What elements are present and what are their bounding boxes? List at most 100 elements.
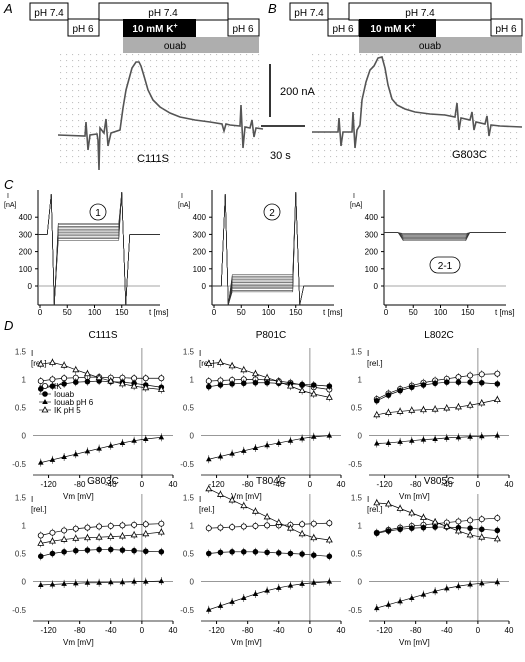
data-point xyxy=(61,549,67,555)
data-point xyxy=(467,517,474,524)
data-point xyxy=(37,459,44,465)
data-point xyxy=(420,382,427,388)
legend-label: IK pH 5 xyxy=(54,406,81,415)
ouab-label: ouab xyxy=(164,41,187,52)
trace-background xyxy=(312,52,522,167)
y-axis-label: I xyxy=(7,193,9,200)
legend-label: Iouab pH 6 xyxy=(54,398,94,407)
x-tick-label: -120 xyxy=(41,626,58,635)
x-axis-label: t [ms] xyxy=(149,308,169,317)
data-point xyxy=(142,529,150,537)
data-point xyxy=(443,585,450,591)
x-axis-label: Vm [mV] xyxy=(63,492,94,501)
trace-a: C111S xyxy=(57,52,264,171)
x-tick-label: -40 xyxy=(441,626,453,635)
data-point xyxy=(252,379,259,386)
series-ik xyxy=(205,519,333,533)
data-point xyxy=(142,548,149,555)
k-label: 10 mM K+ xyxy=(132,23,177,35)
data-point xyxy=(49,581,56,587)
ph74-label: pH 7.4 xyxy=(294,8,324,19)
data-point xyxy=(408,525,415,531)
y-tick-label: 200 xyxy=(19,248,33,257)
ph74-wide-label: pH 7.4 xyxy=(148,8,178,19)
data-point xyxy=(467,581,473,587)
panel-letter-a: A xyxy=(3,1,13,16)
y-axis-label: I xyxy=(199,495,201,504)
data-point xyxy=(252,591,259,596)
iv-plot-g803c: G803C I[rel.] 1.5 1 0.5 0 -0.5 -120 -80 -40 0 40 Vm … xyxy=(12,476,178,647)
series-ik xyxy=(37,519,165,540)
y-axis-label: I xyxy=(181,193,183,200)
y-tick-label: 1 xyxy=(22,375,27,384)
x-tick-label: -120 xyxy=(377,480,394,489)
data-point xyxy=(96,579,102,585)
x-tick-label: -40 xyxy=(441,480,453,489)
y-tick-label: -0.5 xyxy=(348,606,362,615)
y-axis-label: I xyxy=(367,495,369,504)
data-point xyxy=(432,380,438,387)
x-tick-label: 150 xyxy=(289,308,303,317)
data-point xyxy=(216,490,224,497)
data-point xyxy=(494,527,501,534)
data-point xyxy=(240,447,247,453)
data-point xyxy=(432,436,438,441)
data-point xyxy=(131,521,138,528)
data-point xyxy=(432,588,438,594)
data-point xyxy=(310,382,317,388)
series-iouab xyxy=(373,378,501,405)
ph6-box-end xyxy=(227,18,260,37)
data-point xyxy=(49,529,56,536)
series-iouab-ph-6 xyxy=(373,431,501,448)
trace-b: G803C xyxy=(312,52,523,167)
data-point xyxy=(397,598,403,604)
data-point xyxy=(142,578,149,584)
data-point xyxy=(229,598,235,604)
data-point xyxy=(466,531,474,538)
data-point xyxy=(373,499,381,506)
x-tick-label: -120 xyxy=(41,480,58,489)
y-tick-label: 1 xyxy=(190,375,195,384)
y-tick-label: 1.5 xyxy=(351,493,363,502)
series-line xyxy=(376,373,498,400)
y-tick-label: 1 xyxy=(190,521,195,530)
y-tick-label: 1 xyxy=(22,521,27,530)
data-point xyxy=(49,550,56,557)
series-line xyxy=(208,488,330,541)
ph6-label: pH 6 xyxy=(72,24,94,35)
y-tick-label: -0.5 xyxy=(180,606,194,615)
y-tick-label: 300 xyxy=(365,230,379,239)
series-iouab xyxy=(37,545,165,561)
data-point xyxy=(216,358,224,365)
x-tick-label: -80 xyxy=(410,626,422,635)
data-point xyxy=(119,547,126,553)
data-point xyxy=(158,520,165,527)
data-point xyxy=(157,385,165,392)
data-point xyxy=(443,404,451,411)
y-tick-label: 0 xyxy=(22,578,27,587)
k-box xyxy=(123,19,196,37)
protocol-a: pH 7.4 pH 6 pH 7.4 10 mM K+ ouab pH 6 xyxy=(29,2,260,53)
data-point xyxy=(310,533,318,541)
data-point xyxy=(275,550,282,556)
current-plot-3: I [nA]400 300 200 100 0 0 50 100 150 t [ms] 2-1 xyxy=(350,190,515,317)
data-point xyxy=(252,522,259,529)
data-point xyxy=(60,535,68,542)
data-point xyxy=(217,453,224,459)
data-point xyxy=(61,527,68,534)
y-tick-label: 200 xyxy=(365,248,379,257)
data-point xyxy=(494,381,501,387)
protocol-b: pH 7.4 pH 6 pH 7.4 10 mM K+ ouab pH 6 xyxy=(289,2,523,53)
y-tick-label: 400 xyxy=(19,213,33,222)
data-point xyxy=(275,439,282,445)
y-tick-label: 0 xyxy=(374,282,379,291)
y-tick-label: 1.5 xyxy=(351,347,363,356)
data-point xyxy=(240,549,247,555)
x-tick-label: -40 xyxy=(105,480,117,489)
y-tick-label: 0.5 xyxy=(183,550,195,559)
x-tick-label: -80 xyxy=(74,480,86,489)
data-point xyxy=(95,373,103,381)
data-point xyxy=(455,518,462,525)
data-point xyxy=(240,594,247,600)
